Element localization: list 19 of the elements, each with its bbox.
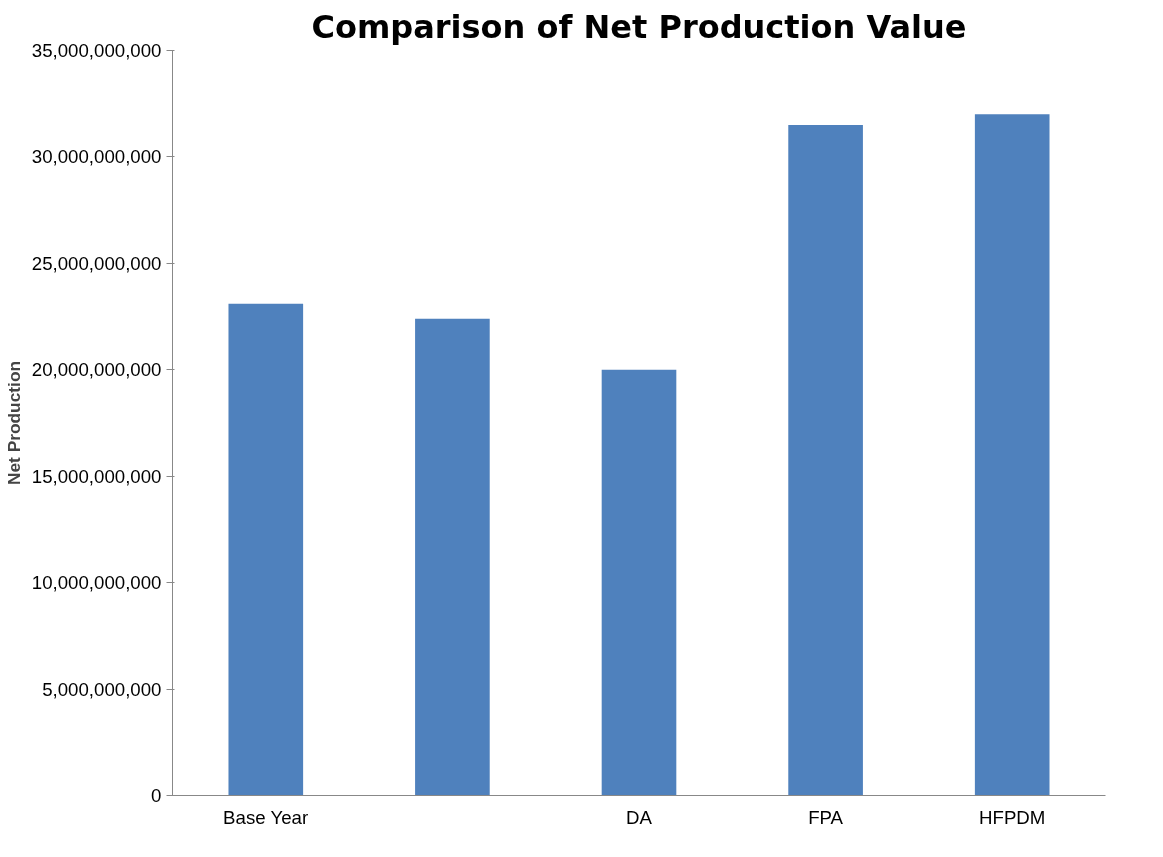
y-tick-label: 15,000,000,000: [31, 465, 162, 487]
bar: [415, 318, 490, 796]
x-tick-label: DA: [626, 806, 653, 828]
x-tick-label: FPA: [808, 806, 844, 828]
y-tick-label: 20,000,000,000: [31, 359, 162, 381]
y-tick-label: 35,000,000,000: [31, 40, 162, 61]
y-tick-label: 0: [151, 785, 162, 806]
chart-title: Comparison of Net Production Value: [311, 7, 967, 46]
x-tick-label: Base Year: [223, 806, 309, 828]
y-tick-label: 10,000,000,000: [31, 572, 162, 594]
y-axis-title: Net Production: [3, 360, 24, 486]
y-tick-label: 25,000,000,000: [31, 252, 162, 274]
bar: [788, 125, 863, 796]
bar: [601, 369, 677, 796]
y-tick-label: 30,000,000,000: [31, 146, 162, 168]
y-tick-label: 5,000,000,000: [42, 678, 162, 700]
bar: [228, 303, 304, 796]
x-tick-label: HFPDM: [979, 806, 1046, 828]
bar: [974, 114, 1050, 796]
